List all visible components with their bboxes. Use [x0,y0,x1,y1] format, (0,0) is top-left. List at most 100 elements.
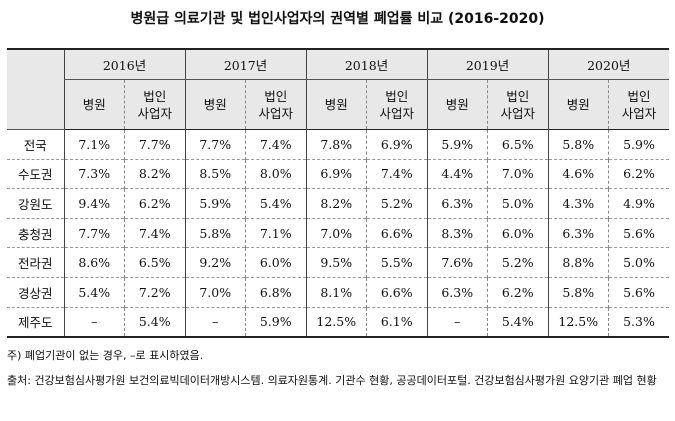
hospital-rate-cell: 7.1% [63,129,125,160]
corp-rate-cell: 8.2% [124,158,185,189]
corp-header: 법인 사업자 [366,79,427,130]
corp-rate-cell: 5.3% [608,306,669,337]
hospital-rate-cell: 8.5% [184,158,246,189]
hospital-rate-cell: 5.8% [184,217,246,248]
table-row: 제주도 –5.4% –5.9% 12.5% 6.1% –5.4% 12.5% 5.3% [7,306,669,337]
hospital-rate-cell: 5.8% [547,129,609,160]
corp-rate-cell: 6.5% [124,247,185,278]
hospital-rate-cell: 12.5% [547,306,609,337]
year-header: 2019년 [426,49,548,80]
region-cell: 경상권 [7,276,64,308]
region-cell: 충청권 [7,217,64,248]
corp-rate-cell: 5.4% [124,306,185,337]
hospital-rate-cell: 7.0% [305,217,367,248]
corp-rate-cell: 5.4% [487,306,548,337]
corp-rate-cell: 6.5% [487,129,548,160]
corp-header: 법인 사업자 [608,79,669,130]
hospital-rate-cell: 4.6% [547,158,609,189]
hospital-rate-cell: 7.3% [63,158,125,189]
hospital-rate-cell: 4.3% [547,188,609,219]
corp-rate-cell: 7.2% [124,276,185,308]
corp-rate-cell: 6.2% [608,158,669,189]
corp-rate-cell: 7.7% [124,129,185,160]
table-row: 강원도 9.4% 6.2% 5.9% 5.4% 8.2% 5.2% 6.3% 5.0% 4.3% 4… [7,188,669,219]
hospital-header: 병원 [547,79,609,130]
corp-rate-cell: 5.2% [366,188,427,219]
corp-rate-cell: 7.4% [124,217,185,248]
hospital-rate-cell: 7.7% [63,217,125,248]
corp-rate-cell: 6.0% [487,217,548,248]
hospital-rate-cell: 9.4% [63,188,125,219]
hospital-rate-cell: 7.8% [305,129,367,160]
corp-rate-cell: 5.0% [487,188,548,219]
corp-rate-cell: 6.2% [124,188,185,219]
corp-rate-cell: 5.6% [608,217,669,248]
corp-header: 법인 사업자 [487,79,548,130]
hospital-rate-cell: 6.3% [426,188,488,219]
hospital-rate-cell: 6.9% [305,158,367,189]
corp-rate-cell: 7.1% [245,217,306,248]
region-cell: 전국 [23,137,47,153]
region-header-cell [7,49,64,130]
hospital-rate-cell: 6.3% [426,276,488,308]
hospital-rate-cell: 4.4% [426,158,488,189]
corp-rate-cell: 8.0% [245,158,306,189]
hospital-rate-cell: 8.2% [305,188,367,219]
corp-rate-cell: 6.0% [245,247,306,278]
corp-rate-cell: 5.9% [245,306,306,337]
hospital-rate-cell: 8.8% [547,247,609,278]
hospital-header: 병원 [305,79,367,130]
corp-rate-cell: 7.4% [245,129,306,160]
hospital-rate-cell: 12.5% [305,306,367,337]
region-cell: 전라권 [7,247,64,278]
corp-rate-cell: 6.2% [487,276,548,308]
corp-rate-cell: 6.8% [245,276,306,308]
hospital-header: 병원 [63,79,125,130]
corp-rate-cell: 6.1% [366,306,427,337]
table-row: 전라권 8.6% 6.5% 9.2% 6.0% 9.5% 5.5% 7.6% 5.2% 8.8% 5… [7,247,669,278]
corp-header: 법인 사업자 [245,79,306,130]
table-title: 병원급 의료기관 및 법인사업자의 권역별 폐업률 비교 (2016-2020) [130,11,545,27]
corp-rate-cell: 5.4% [245,188,306,219]
corp-header: 법인 사업자 [124,79,185,130]
hospital-rate-cell: – [63,306,125,337]
year-header: 2020년 [547,49,669,80]
hospital-rate-cell: 9.2% [184,247,246,278]
year-header: 2017년 [184,49,306,80]
region-cell: 제주도 [7,306,64,337]
table-row: 전국 7.1% 7.7% 7.7% 7.4% 7.8% 6.9% 5.9% 6.5% 5.8% 5.… [7,129,669,160]
table-row: 수도권 7.3% 8.2% 8.5% 8.0% 6.9% 7.4% 4.4% 7.0% 4.6% 6… [7,158,669,189]
closure-rate-table: 2016년 2017년 2018년 2019년 2020년 병원 법인 사업자 병… [7,48,669,338]
hospital-rate-cell: 5.8% [547,276,609,308]
hospital-rate-cell: 8.1% [305,276,367,308]
corp-rate-cell: 5.0% [608,247,669,278]
table-row: 충청권 7.7% 7.4% 5.8% 7.1% 7.0% 6.6% 8.3% 6.0% 6.3% 5… [7,217,669,248]
hospital-rate-cell: – [426,306,488,337]
year-header: 2016년 [63,49,185,80]
corp-rate-cell: 5.2% [487,247,548,278]
hospital-rate-cell: 5.9% [426,129,488,160]
table-body: 전국 7.1% 7.7% 7.7% 7.4% 7.8% 6.9% 5.9% 6.5% 5.8% 5.… [7,129,669,337]
corp-rate-cell: 5.6% [608,276,669,308]
hospital-rate-cell: – [184,306,246,337]
corp-rate-cell: 6.6% [366,276,427,308]
corp-rate-cell: 6.6% [366,217,427,248]
hospital-rate-cell: 9.5% [305,247,367,278]
region-cell: 수도권 [7,158,64,189]
corp-rate-cell: 5.5% [366,247,427,278]
footnote: 주) 폐업기관이 없는 경우, –로 표시하였음. [7,349,204,362]
hospital-rate-cell: 6.3% [547,217,609,248]
corp-rate-cell: 6.9% [366,129,427,160]
hospital-rate-cell: 8.6% [63,247,125,278]
corp-rate-cell: 4.9% [608,188,669,219]
source-note: 출처: 건강보험심사평가원 보건의료빅데이터개방시스템. 의료자원통계. 기관수… [7,374,657,387]
hospital-rate-cell: 8.3% [426,217,488,248]
hospital-rate-cell: 5.9% [184,188,246,219]
corp-rate-cell: 7.4% [366,158,427,189]
hospital-header: 병원 [426,79,488,130]
hospital-header: 병원 [184,79,246,130]
hospital-rate-cell: 7.7% [184,129,246,160]
year-header: 2018년 [305,49,427,80]
hospital-rate-cell: 7.0% [184,276,246,308]
hospital-rate-cell: 7.6% [426,247,488,278]
